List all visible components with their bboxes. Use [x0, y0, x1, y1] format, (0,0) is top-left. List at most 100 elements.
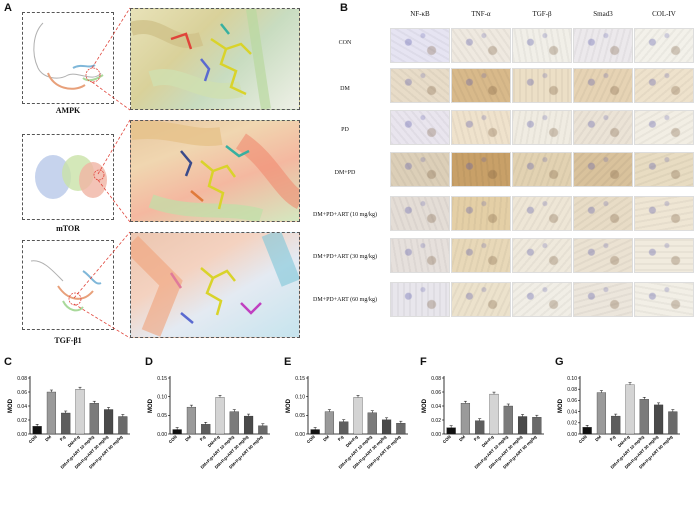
ihc-tile: [634, 238, 694, 273]
bar: [118, 416, 128, 435]
x-tick-label: CON: [306, 434, 316, 444]
y-tick-label: 0.08: [17, 376, 27, 382]
bar: [46, 391, 57, 435]
ihc-column-col4: COL-IV: [652, 10, 676, 18]
ampk-structure-image: [33, 22, 104, 90]
x-tick-label: CON: [168, 434, 178, 444]
ihc-tile: [451, 152, 511, 187]
x-tick-label: CON: [442, 434, 452, 444]
ihc-row-art60: DM+PD+ART (60 mg/kg): [313, 297, 377, 303]
ihc-tile: [390, 152, 450, 187]
panel-label-b: B: [340, 2, 348, 14]
y-tick-label: 0.10: [157, 394, 167, 400]
chart-d: MOD 0.00 0.05 0.10 0.15 CON DM P.g DM+P.g DM+P.g+…: [148, 372, 278, 507]
y-tick-label: 0.02: [567, 421, 577, 427]
bar: [367, 412, 377, 435]
ihc-column-smad3: Smad3: [593, 10, 613, 18]
y-axis-label: MOD: [558, 398, 564, 413]
bar: [625, 384, 635, 435]
x-tick-label: DM: [594, 434, 603, 443]
bar: [381, 419, 392, 435]
ihc-tile: [451, 196, 511, 231]
ihc-tile: [573, 28, 633, 63]
y-tick-label: 0.02: [431, 418, 441, 424]
x-tick-label: P.g: [337, 434, 345, 442]
bar: [339, 421, 349, 435]
chart-e: MOD 0.00 0.05 0.10 0.15 CON DM P.g DM+P.g DM+P.g+…: [286, 372, 416, 507]
y-tick-label: 0.06: [17, 390, 27, 396]
mtor-overview-box: [22, 134, 114, 220]
y-tick-label: 0.15: [295, 376, 305, 382]
ihc-tile: [634, 28, 694, 63]
y-tick-label: 0.04: [567, 409, 577, 415]
bar: [396, 423, 406, 435]
y-tick-label: 0.00: [567, 432, 577, 438]
ihc-tile: [390, 196, 450, 231]
x-tick-label: P.g: [59, 434, 67, 442]
tgfb1-structure-image: [30, 260, 102, 312]
bar: [582, 427, 592, 435]
mtor-label: mTOR: [56, 224, 80, 233]
ihc-tile: [573, 68, 633, 103]
bar: [229, 411, 239, 435]
ihc-tile: [390, 282, 450, 317]
bar: [446, 427, 456, 435]
y-tick-label: 0.06: [431, 390, 441, 396]
ihc-tile: [451, 282, 511, 317]
bar: [201, 424, 211, 435]
bar: [460, 403, 471, 435]
ihc-tile: [512, 152, 572, 187]
ihc-tile: [512, 238, 572, 273]
ihc-row-art10: DM+PD+ART (10 mg/kg): [313, 212, 377, 218]
ihc-tile: [390, 238, 450, 273]
bar: [475, 420, 485, 435]
ihc-tile: [512, 196, 572, 231]
ihc-column-tgfb: TGF-β: [532, 10, 552, 18]
ihc-row-pd: PD: [341, 127, 349, 133]
bar: [503, 405, 513, 435]
ihc-tile: [512, 282, 572, 317]
tgfb1-zoom-view: [130, 232, 300, 338]
y-tick-label: 0.00: [17, 432, 27, 438]
ihc-tile: [634, 282, 694, 317]
ihc-tile: [512, 68, 572, 103]
bar: [611, 415, 621, 435]
ihc-tile: [634, 196, 694, 231]
ihc-tile: [451, 110, 511, 145]
y-axis-label: MOD: [286, 398, 292, 413]
x-tick-label: CON: [578, 434, 588, 444]
mtor-zoom-view: [130, 120, 300, 222]
bar: [32, 426, 42, 435]
bar: [489, 393, 499, 435]
bar: [310, 429, 320, 435]
ihc-tile: [573, 196, 633, 231]
y-tick-label: 0.08: [431, 376, 441, 382]
ihc-tile: [512, 110, 572, 145]
bar: [324, 411, 335, 435]
bar: [596, 392, 607, 435]
y-axis-label: MOD: [8, 398, 14, 413]
y-tick-label: 0.04: [431, 404, 441, 410]
y-tick-label: 0.08: [567, 387, 577, 393]
bar: [258, 425, 268, 435]
ihc-column-nfkb: NF-κB: [410, 10, 430, 18]
y-tick-label: 0.00: [157, 432, 167, 438]
x-tick-label: DM: [184, 434, 193, 443]
y-tick-label: 0.15: [157, 376, 167, 382]
ihc-tile: [451, 28, 511, 63]
bar: [61, 412, 71, 435]
ampk-overview-box: [22, 12, 114, 104]
y-tick-label: 0.00: [295, 432, 305, 438]
x-tick-label: DM: [322, 434, 331, 443]
bar: [517, 416, 528, 435]
ihc-tile: [573, 282, 633, 317]
chart-c: MOD 0.00 0.02 0.04 0.06 0.08 CON DM P.g DM+P.g DM+…: [8, 372, 138, 507]
chart-g: MOD 0.00 0.02 0.04 0.06 0.08 0.10 CON DM P.g DM+P.…: [558, 372, 688, 507]
x-tick-label: CON: [28, 434, 38, 444]
ampk-binding-site-image: [131, 9, 271, 109]
bar: [532, 417, 542, 435]
